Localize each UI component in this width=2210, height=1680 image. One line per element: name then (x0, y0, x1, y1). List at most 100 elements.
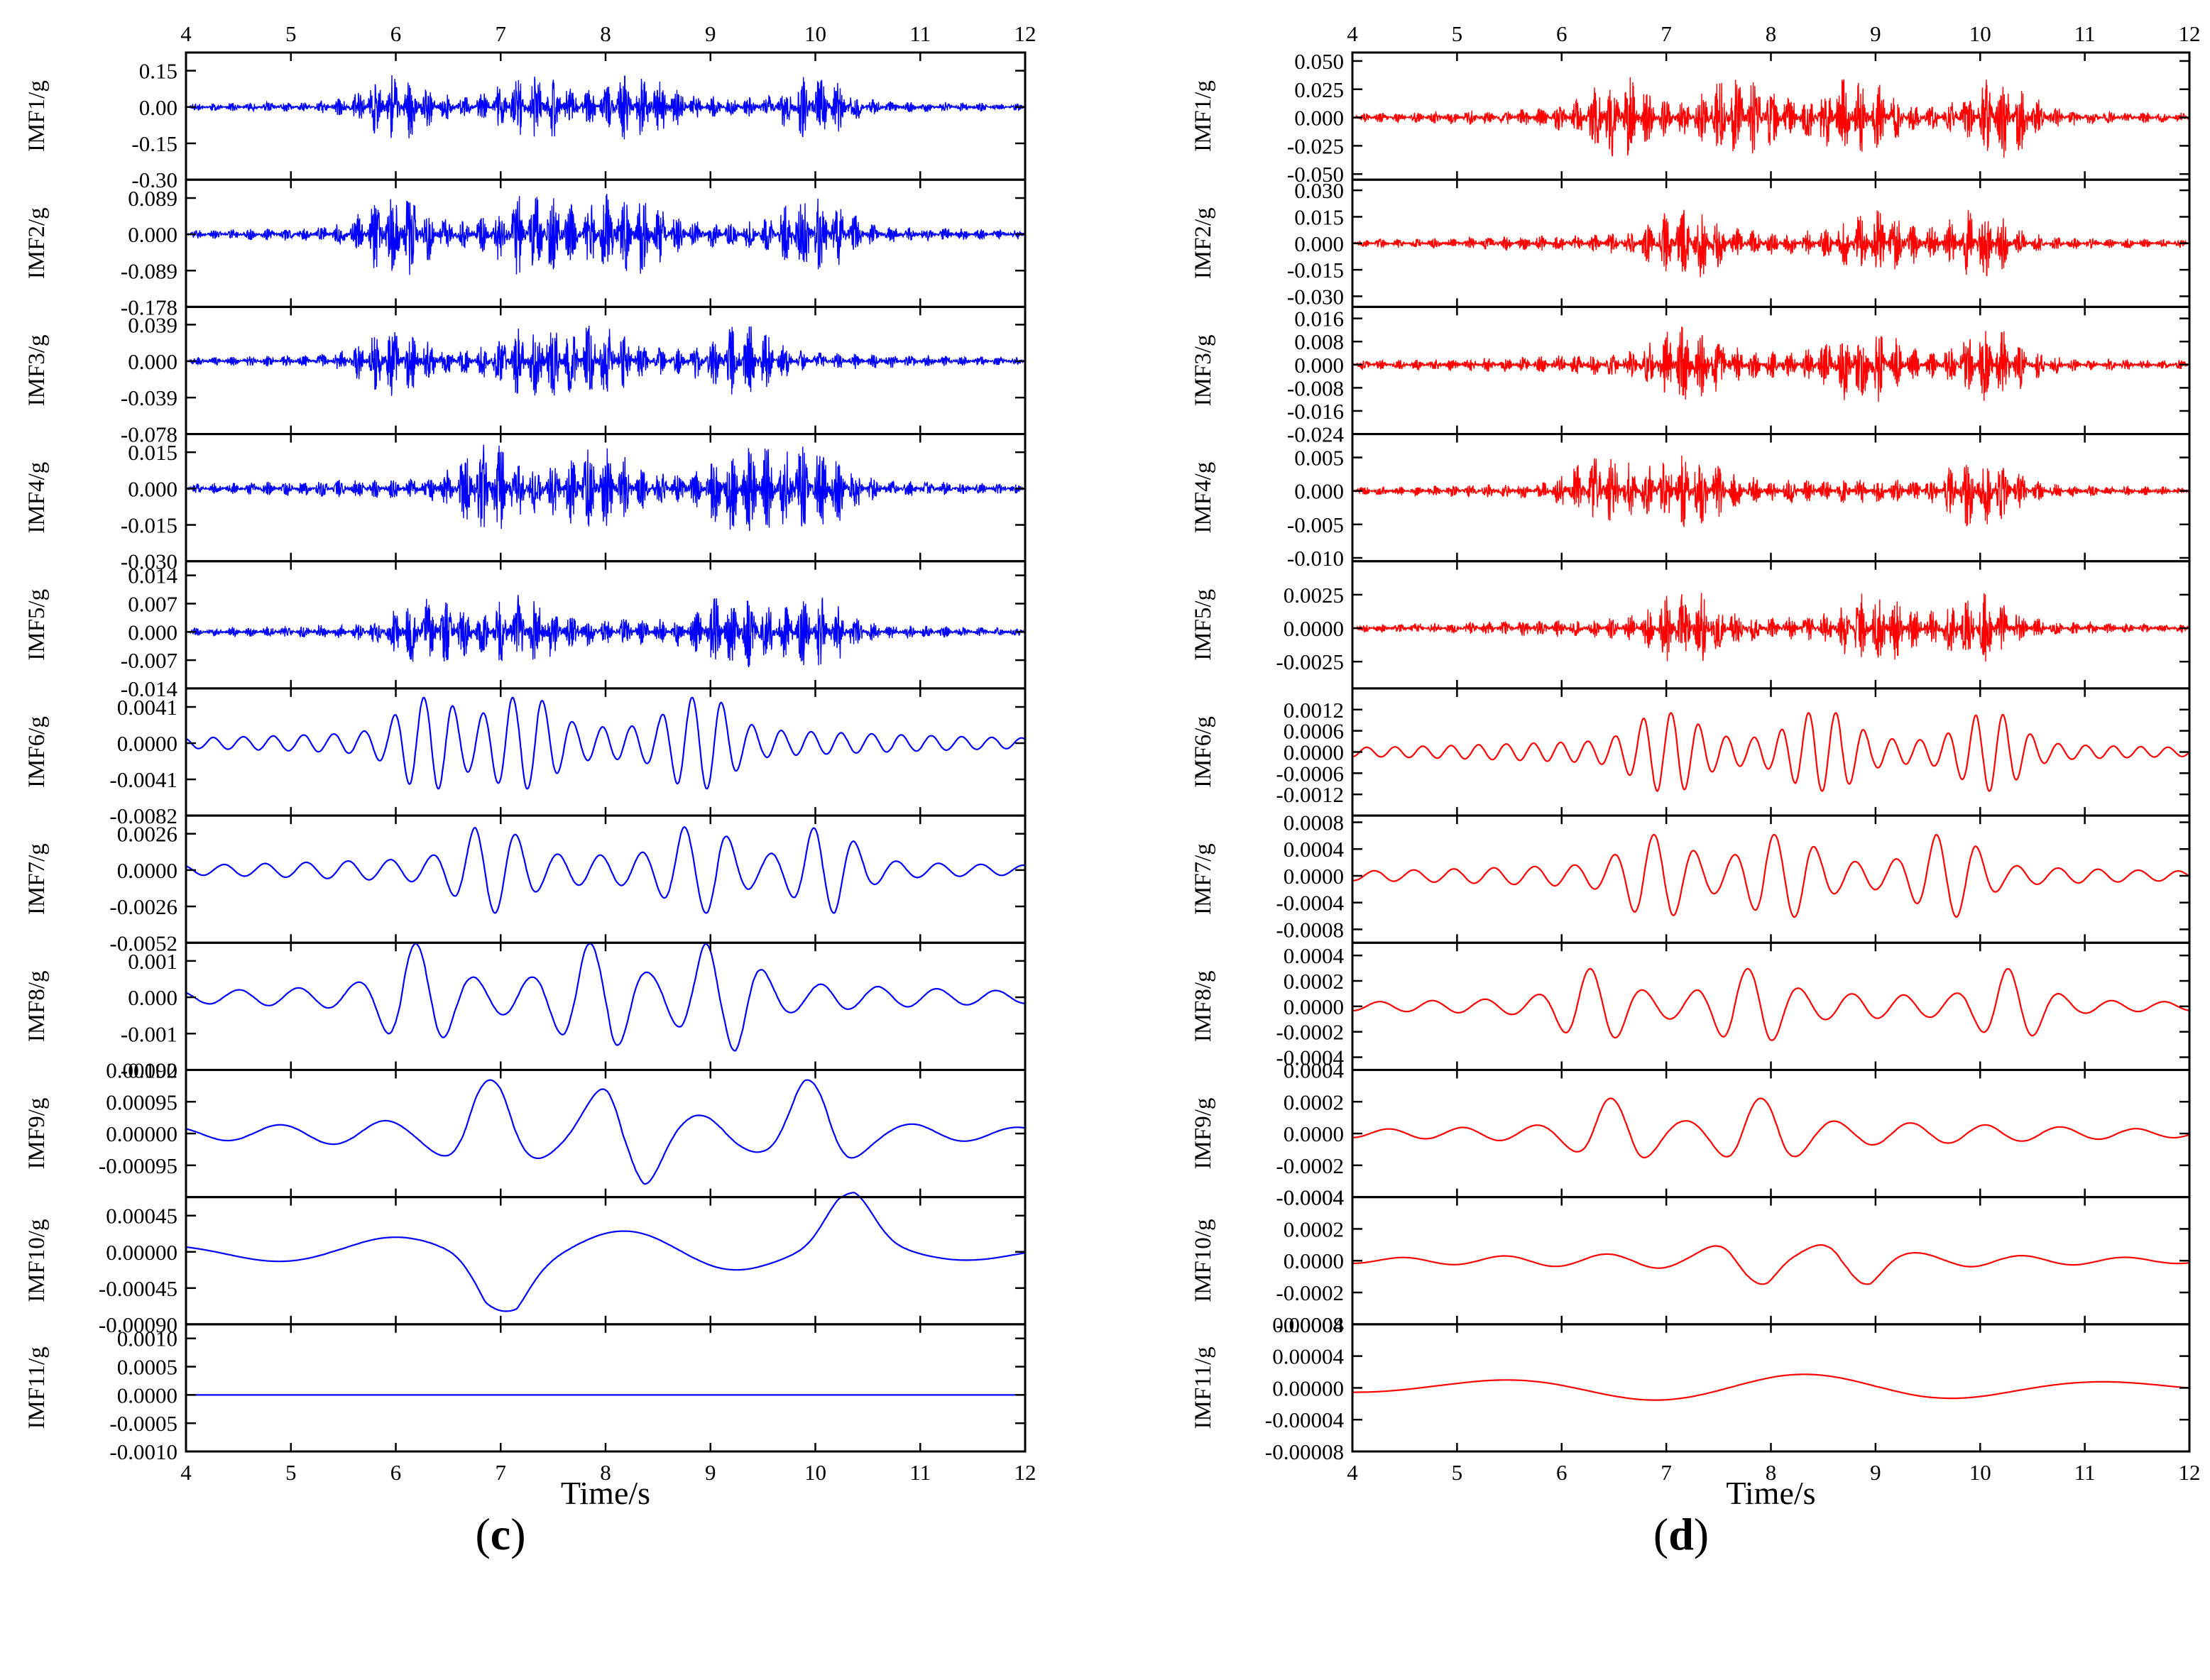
y-tick-label: -0.039 (121, 385, 177, 410)
y-axis-label: IMF9/g (24, 1098, 50, 1170)
y-tick-label: 0.000 (128, 985, 177, 1010)
y-axis-label: IMF2/g (24, 207, 50, 279)
y-tick-label: 0.014 (128, 564, 177, 588)
x-tick-label-top: 11 (909, 21, 931, 46)
x-tick-label-bottom: 10 (1969, 1460, 1991, 1485)
y-tick-label: -0.0004 (1276, 891, 1344, 916)
x-tick-label-bottom: 11 (2074, 1460, 2096, 1485)
y-tick-label: 0.0000 (117, 731, 177, 756)
y-axis-label: IMF2/g (1191, 207, 1216, 279)
y-tick-label: -0.0004 (1276, 1185, 1344, 1210)
y-axis-label: IMF1/g (1191, 80, 1216, 152)
y-tick-label: -0.00090 (99, 1312, 177, 1337)
y-tick-label: 0.0025 (1284, 583, 1344, 608)
y-tick-label: -0.0008 (1276, 917, 1344, 942)
subplot-frame (185, 560, 1027, 690)
x-tick-label-top: 10 (804, 21, 826, 46)
y-tick-label: 0.0002 (1284, 1217, 1344, 1241)
subplot-frame (185, 941, 1027, 1071)
y-tick-label: 0.000 (128, 620, 177, 644)
y-tick-label: 0.016 (1294, 307, 1344, 331)
y-tick-label: 0.0004 (1284, 1185, 1345, 1210)
y-tick-label: 0.0010 (117, 1327, 177, 1351)
y-axis-label: IMF9/g (1191, 1098, 1216, 1170)
imf-series-line (185, 595, 1026, 668)
y-tick-label: 0.0004 (1284, 943, 1345, 968)
y-tick-label: 0.00045 (106, 1204, 177, 1229)
y-tick-label: 0.15 (139, 59, 177, 84)
subplot-10: 0.00045 0.00000 -0.00045 -0.00090 IMF10/g (24, 1192, 1027, 1337)
y-tick-label: 0.00008 (1272, 1312, 1344, 1337)
y-tick-label: -0.050 (1287, 162, 1344, 187)
imf-series-line (185, 696, 1026, 790)
y-tick-label: 0.000 (1294, 106, 1344, 131)
y-tick-label: -0.078 (121, 422, 177, 447)
y-tick-label: 0.0004 (1284, 837, 1345, 862)
x-tick-label-bottom: 6 (1556, 1460, 1568, 1485)
imf-series-line (185, 1192, 1026, 1312)
y-axis-label: IMF10/g (1191, 1219, 1216, 1302)
y-axis-label: IMF11/g (1191, 1346, 1216, 1429)
y-tick-label: -0.00095 (99, 1153, 177, 1178)
y-tick-label: -0.089 (121, 258, 177, 283)
subplot-frame (1351, 433, 2191, 563)
x-axis-label: Time/s (561, 1475, 650, 1511)
imf-series-line (1352, 455, 2190, 527)
x-tick-label-top: 12 (1014, 21, 1036, 46)
x-tick-label-top: 9 (705, 21, 716, 46)
y-tick-label: 0.0026 (117, 822, 177, 847)
x-tick-label-top: 4 (180, 21, 192, 46)
panel-d-chart: 0.0500.0250.000-0.025-0.050IMF1/g0.0300.… (1191, 21, 2201, 1511)
y-tick-label: 0.000 (1294, 479, 1344, 504)
y-axis-label: IMF10/g (24, 1219, 50, 1302)
subplot-frame (185, 1068, 1027, 1199)
y-tick-label: 0.000 (128, 222, 177, 247)
subplot-2: 0.089 0.000 -0.089 -0.178 IMF2/g (24, 178, 1027, 319)
panel-d-caption: (d) (1653, 1509, 1709, 1559)
y-axis-label: IMF5/g (24, 589, 50, 661)
y-tick-label: 0.001 (128, 949, 177, 974)
subplot-frame (185, 814, 1027, 944)
subplot-6: 0.0041 0.0000 -0.0041 -0.0082 IMF6/g (24, 687, 1027, 828)
subplot-frame (185, 1196, 1027, 1326)
y-tick-label: 0.015 (128, 440, 177, 465)
y-tick-label: -0.010 (1287, 546, 1344, 571)
x-tick-label-top: 12 (2179, 21, 2201, 46)
y-tick-label: 0.008 (1294, 329, 1344, 354)
y-tick-label: -0.030 (1287, 284, 1344, 309)
x-tick-label-top: 11 (2074, 21, 2096, 46)
x-tick-label-bottom: 6 (390, 1460, 402, 1485)
y-tick-label: -0.00045 (99, 1276, 177, 1301)
x-tick-label-bottom: 8 (600, 1460, 611, 1485)
panel-c-caption-letter: c (491, 1509, 510, 1559)
y-tick-label: -0.016 (1287, 399, 1344, 424)
subplot-frame (185, 433, 1027, 563)
y-tick-label: 0.00000 (106, 1121, 177, 1146)
subplot-5: 0.014 0.007 0.000 -0.007 -0.014 IMF5/g (24, 560, 1027, 701)
x-tick-label-bottom: 5 (285, 1460, 297, 1485)
y-tick-label: -0.00008 (1265, 1439, 1344, 1464)
imf-series-line (185, 194, 1026, 275)
y-tick-label: 0.00000 (1272, 1376, 1344, 1400)
subplot-4: 0.015 0.000 -0.015 -0.030 IMF4/g (24, 433, 1027, 574)
x-tick-label-top: 6 (1556, 21, 1568, 46)
imf-series-line (1352, 1373, 2190, 1401)
y-tick-label: -0.0002 (1276, 1020, 1344, 1045)
y-tick-label: 0.0000 (117, 1383, 177, 1407)
imf-series-line (185, 444, 1026, 532)
y-tick-label: 0.000 (128, 349, 177, 374)
subplot-11: 0.00008 0.00004 0.00000 -0.00004 -0.00008 IMF… (1191, 1312, 2191, 1464)
imf-series-line (1352, 209, 2190, 278)
y-axis-label: IMF7/g (24, 843, 50, 915)
panel-d-caption-close: ) (1694, 1509, 1709, 1559)
subplot-11: 0.0010 0.0005 0.0000 -0.0005 -0.0010 IMF11/g (24, 1323, 1027, 1464)
subplot-frame (1351, 687, 2191, 817)
y-tick-label: 0.0000 (1284, 994, 1344, 1019)
y-tick-label: 0.030 (1294, 178, 1344, 203)
x-tick-label-bottom: 4 (1347, 1460, 1358, 1485)
y-tick-label: -0.15 (131, 131, 177, 156)
subplot-7: 0.0026 0.0000 -0.0026 -0.0052 IMF7/g (24, 814, 1027, 955)
